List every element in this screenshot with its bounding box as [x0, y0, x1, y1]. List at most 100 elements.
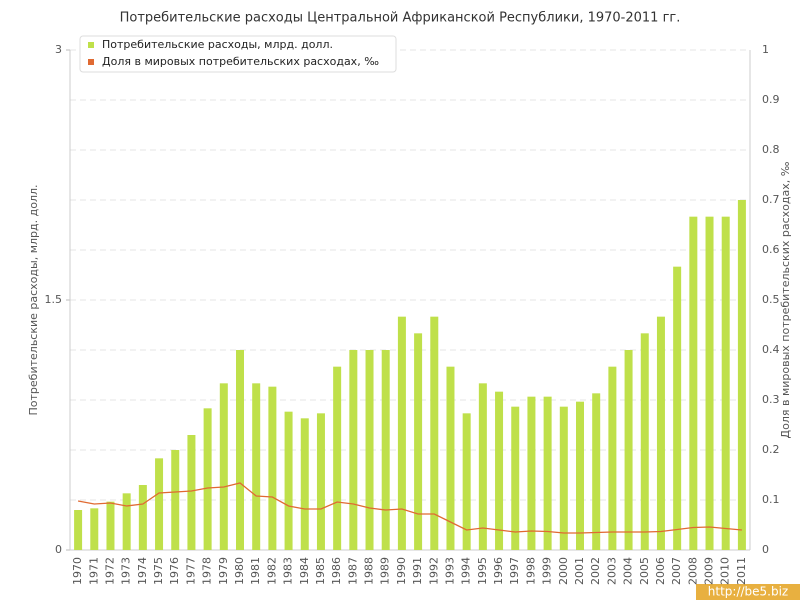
x-tick-label: 1987	[346, 557, 359, 585]
bar	[559, 406, 568, 550]
x-tick-label: 1992	[427, 557, 440, 585]
x-tick-label: 2011	[735, 557, 748, 585]
x-tick-label: 1985	[314, 557, 327, 585]
bar	[252, 383, 261, 550]
bar	[721, 216, 730, 550]
x-tick-label: 2004	[622, 557, 635, 585]
x-tick-label: 1998	[524, 557, 537, 585]
x-tick-label: 1984	[298, 557, 311, 585]
bar	[122, 493, 131, 550]
bar	[316, 413, 325, 550]
x-tick-label: 1988	[363, 557, 376, 585]
legend-swatch	[88, 59, 94, 65]
x-tick-label: 1983	[282, 557, 295, 585]
y-tick-label: 3	[55, 43, 62, 56]
bar	[171, 450, 180, 550]
x-tick-label: 1978	[201, 557, 214, 585]
bar	[333, 366, 342, 550]
bar	[155, 458, 164, 550]
chart-title: Потребительские расходы Центральной Афри…	[120, 11, 681, 26]
x-tick-label: 2003	[605, 557, 618, 585]
x-tick-label: 1991	[411, 557, 424, 585]
legend-swatch	[88, 42, 94, 48]
bar	[592, 393, 601, 550]
x-tick-label: 2000	[557, 557, 570, 585]
bar	[608, 366, 617, 550]
y2-tick-label: 0.6	[762, 243, 780, 256]
y2-tick-label: 0.7	[762, 193, 780, 206]
legend-box	[79, 35, 397, 73]
bar	[236, 350, 244, 550]
x-tick-label: 2006	[654, 557, 667, 585]
x-tick-label: 1972	[103, 557, 116, 585]
bar	[511, 406, 520, 550]
y2-tick-label: 1	[762, 43, 769, 56]
bar	[268, 386, 277, 550]
y2-tick-label: 0.5	[762, 293, 780, 306]
bar	[462, 413, 471, 550]
y2-tick-label: 0.4	[762, 343, 780, 356]
bar	[138, 485, 147, 550]
bar	[576, 401, 584, 550]
bar	[106, 501, 115, 550]
bar	[203, 408, 212, 550]
bar	[656, 316, 665, 550]
y-axis-title: Потребительские расходы, млрд. долл.	[27, 185, 40, 416]
bar	[673, 266, 682, 550]
x-tick-label: 1995	[476, 557, 489, 585]
x-tick-label: 1981	[249, 557, 262, 585]
y2-tick-label: 0	[762, 543, 769, 556]
bar	[430, 316, 439, 550]
bar	[495, 391, 504, 550]
bar	[446, 366, 455, 550]
bar	[349, 350, 358, 550]
x-tick-label: 1986	[330, 557, 343, 585]
x-tick-label: 1977	[184, 557, 197, 585]
y2-tick-label: 0.1	[762, 493, 780, 506]
x-tick-label: 1970	[71, 557, 84, 585]
bar	[284, 411, 293, 550]
x-tick-label: 1973	[120, 557, 133, 585]
x-tick-label: 1989	[379, 557, 392, 585]
y-tick-label: 0	[55, 543, 62, 556]
y-tick-label: 1.5	[45, 293, 63, 306]
bar	[689, 216, 698, 550]
x-tick-label: 2001	[573, 557, 586, 585]
legend-label: Доля в мировых потребительских расходах,…	[102, 55, 379, 68]
x-tick-label: 1976	[168, 557, 181, 585]
x-tick-label: 2010	[719, 557, 732, 585]
bar	[478, 383, 487, 550]
x-tick-label: 2009	[703, 557, 716, 585]
watermark: http://be5.biz	[708, 585, 788, 599]
bar	[397, 316, 406, 550]
bar	[624, 350, 633, 550]
y2-tick-label: 0.3	[762, 393, 780, 406]
legend-label: Потребительские расходы, млрд. долл.	[102, 38, 333, 51]
x-tick-label: 1982	[265, 557, 278, 585]
bar	[219, 383, 228, 550]
bar	[414, 333, 423, 550]
x-tick-label: 1979	[217, 557, 230, 585]
x-tick-label: 1971	[87, 557, 100, 585]
x-tick-label: 1974	[136, 557, 149, 585]
x-tick-label: 1990	[395, 557, 408, 585]
bar	[527, 396, 536, 550]
bar	[74, 510, 83, 550]
x-tick-label: 1994	[460, 557, 473, 585]
bar	[381, 350, 390, 550]
x-tick-label: 1999	[541, 557, 554, 585]
x-tick-label: 1975	[152, 557, 165, 585]
x-tick-label: 1993	[443, 557, 456, 585]
bar	[300, 418, 309, 550]
bar	[737, 200, 746, 550]
x-tick-label: 1997	[508, 557, 521, 585]
x-tick-label: 2002	[589, 557, 602, 585]
y2-tick-label: 0.2	[762, 443, 780, 456]
bar	[543, 396, 552, 550]
x-tick-label: 2005	[638, 557, 651, 585]
x-tick-label: 2008	[686, 557, 699, 585]
bar	[187, 435, 196, 550]
y2-tick-label: 0.9	[762, 93, 780, 106]
y2-tick-label: 0.8	[762, 143, 780, 156]
